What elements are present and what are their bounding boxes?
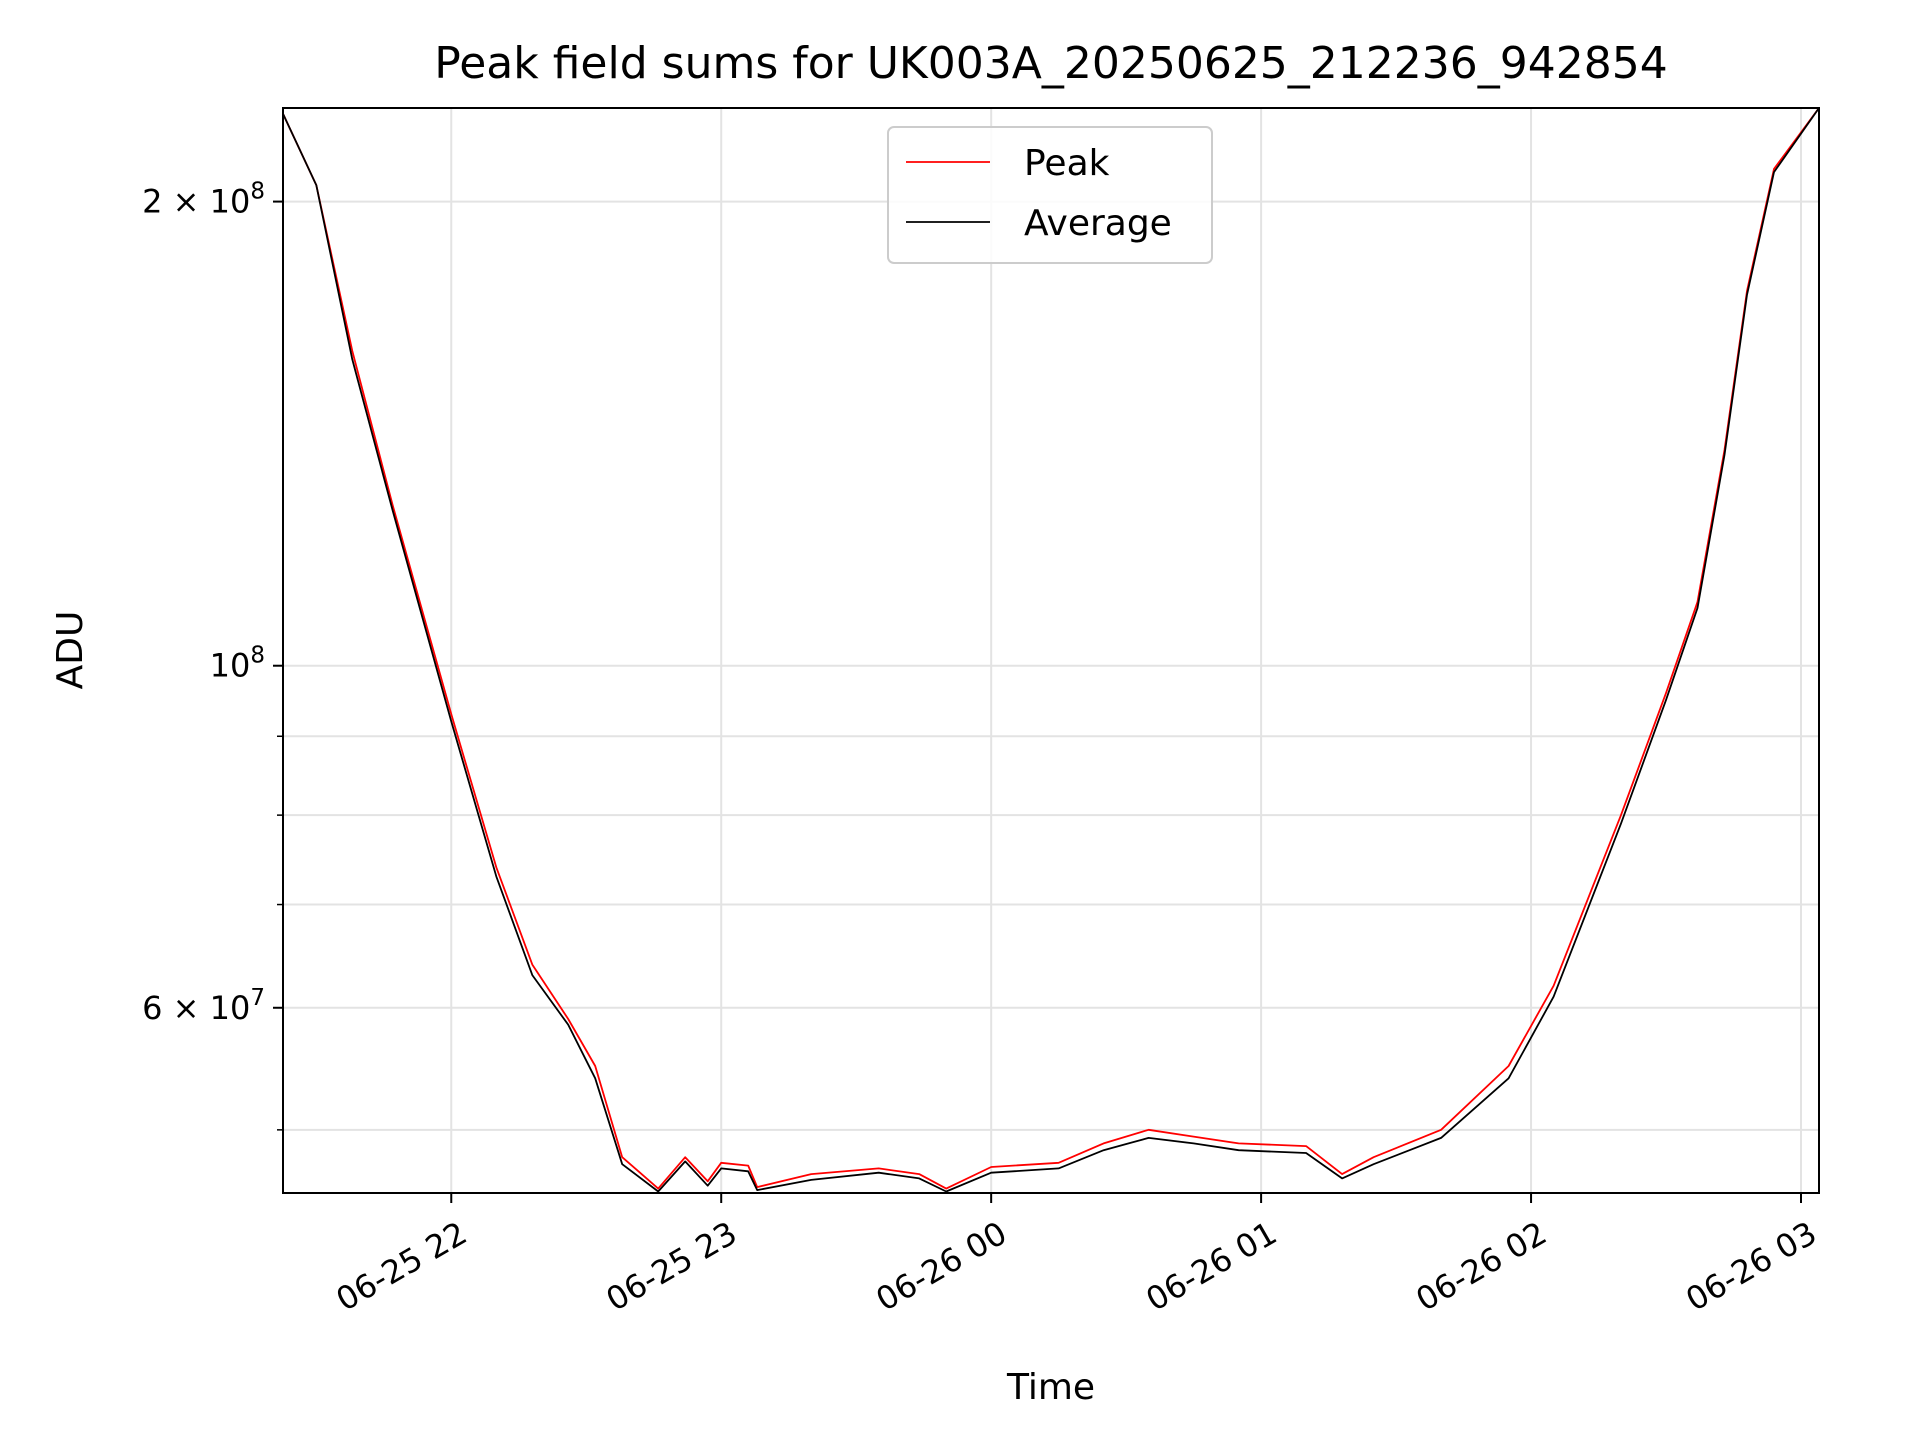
series-line-average: [282, 107, 1820, 1193]
plot-frame: [282, 107, 1820, 1194]
plot-lines: [282, 107, 1820, 1193]
legend: Peak Average: [887, 126, 1213, 264]
grid: [283, 108, 1819, 1193]
y-axis-label: ADU: [50, 611, 91, 690]
chart-title: Peak field sums for UK003A_20250625_2122…: [434, 38, 1667, 89]
y-axis-ticks: 2 × 108 108 6 × 107: [142, 179, 283, 1131]
legend-label-peak: Peak: [1024, 143, 1110, 184]
series-line-peak: [282, 107, 1820, 1190]
y-tick-label: 108: [210, 643, 265, 685]
y-tick-label: 2 × 108: [142, 179, 265, 221]
legend-label-average: Average: [1024, 203, 1172, 244]
y-tick-label: 6 × 107: [142, 985, 265, 1027]
legend-box: [887, 126, 1213, 264]
x-axis-label: Time: [1006, 1367, 1095, 1408]
